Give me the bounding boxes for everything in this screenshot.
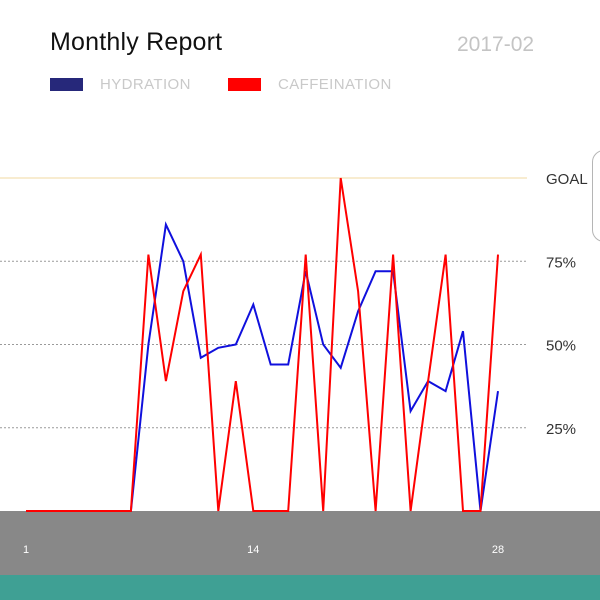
x-axis-band: [0, 511, 600, 575]
legend-label-hydration: HYDRATION: [100, 76, 191, 93]
x-tick-label: 14: [247, 544, 259, 556]
line-chart: 25% 50% 75% GOAL 1 14 28: [0, 171, 600, 575]
page-title: Monthly Report: [50, 28, 223, 56]
legend-swatch-caffeination: [228, 78, 261, 91]
legend-swatch-hydration: [50, 78, 83, 91]
hydration-line: [26, 221, 499, 512]
caffeination-line: [26, 177, 499, 512]
report-date: 2017-02: [457, 33, 535, 56]
x-tick-label: 1: [23, 544, 29, 556]
y-tick-label: 50%: [546, 338, 576, 355]
x-tick-label: 28: [492, 544, 504, 556]
y-tick-label: 25%: [546, 421, 576, 438]
y-tick-label: 75%: [546, 254, 576, 271]
legend-label-caffeination: CAFFEINATION: [278, 76, 392, 93]
footer-bar: [0, 575, 600, 600]
y-tick-label: GOAL: [546, 171, 588, 188]
